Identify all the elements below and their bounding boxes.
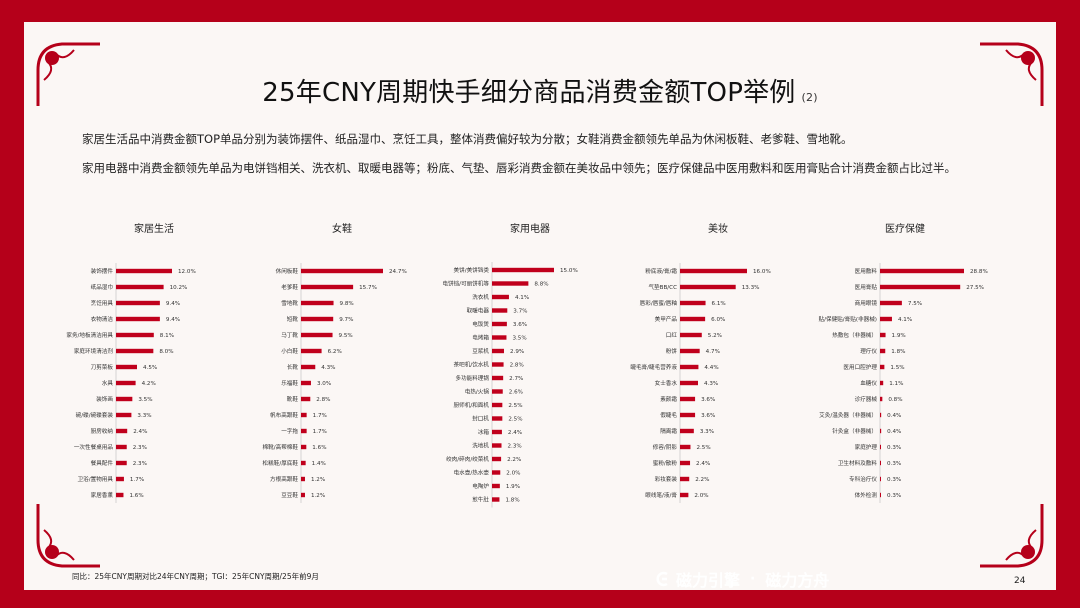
content-panel: [24, 22, 1056, 590]
description-line-1: 家居生活品中消费金额TOP单品分别为装饰摆件、纸品湿巾、烹饪工具，整体消费偏好较…: [82, 132, 853, 146]
description-line-2: 家用电器中消费金额领先单品为电饼铛相关、洗衣机、取暖电器等；粉底、气垫、唇彩消费…: [82, 161, 956, 175]
corner-ornament-bottom-left: [34, 500, 104, 570]
footnote: 同比：25年CNY周期对比24年CNY周期；TGI：25年CNY周期/25年前9…: [72, 572, 319, 581]
page-title-sub: (2): [801, 91, 818, 104]
page-number: 24: [1014, 576, 1026, 586]
brand-name-1: 磁力引擎: [676, 571, 741, 590]
corner-ornament-bottom-right: [976, 500, 1046, 570]
brand-logo-icon: [655, 571, 671, 587]
brand-name-2: 磁力方舟: [765, 571, 830, 590]
page-title-text: 25年CNY周期快手细分商品消费金额TOP举例: [262, 78, 796, 108]
brand-separator: ·: [750, 571, 756, 587]
page-title: 25年CNY周期快手细分商品消费金额TOP举例 (2): [0, 72, 1080, 109]
brand-logo: 磁力引擎 · 磁力方舟: [655, 569, 830, 590]
corner-ornament-top-left: [34, 40, 104, 110]
corner-ornament-top-right: [976, 40, 1046, 110]
